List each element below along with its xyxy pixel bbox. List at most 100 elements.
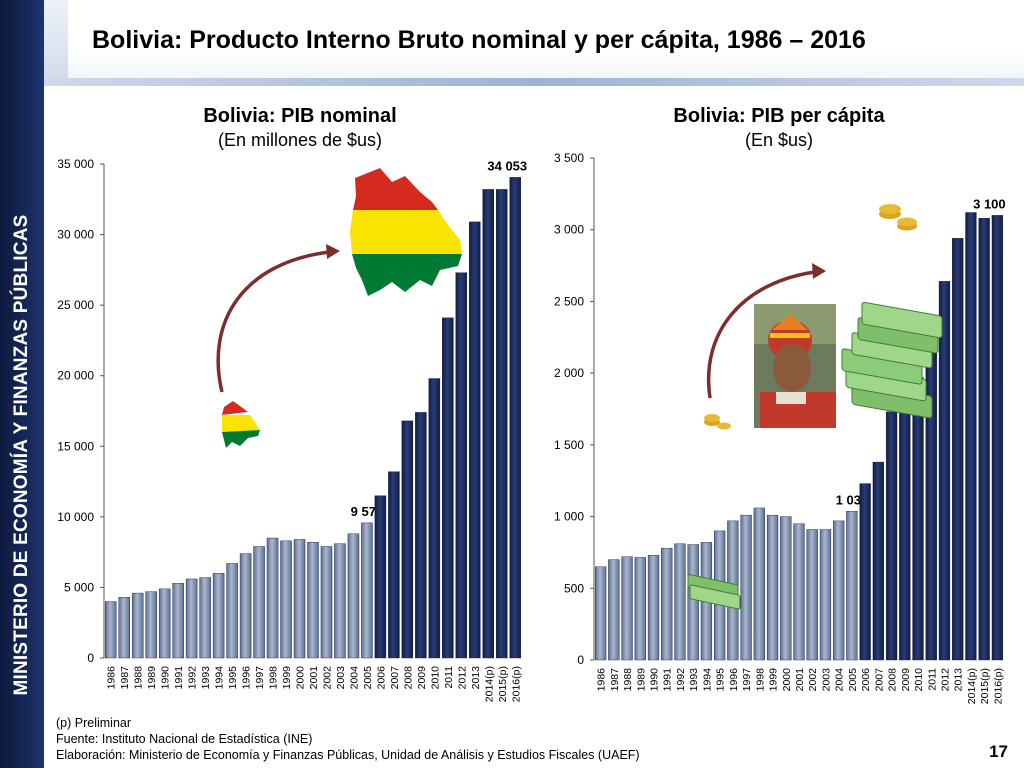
percapita-x-tick-label: 1988 [622, 668, 634, 692]
nominal-x-tick-label: 2014(p) [483, 666, 495, 702]
percapita-bar-2015(p) [978, 218, 990, 661]
right-chart-title: Bolivia: PIB per cápita [673, 105, 885, 127]
percapita-x-tick-label: 1999 [768, 668, 780, 692]
nominal-bar-2007 [388, 471, 400, 659]
nominal-bar-2010 [428, 378, 441, 659]
nominal-bar-1989 [145, 591, 157, 659]
header-decoration [44, 0, 68, 78]
nominal-x-tick-label: 2015(p) [497, 666, 509, 702]
percapita-x-tick-label: 1992 [675, 668, 687, 692]
percapita-x-tick-label: 1997 [741, 668, 753, 692]
nominal-bar-1999 [280, 540, 292, 659]
percapita-y-tick-label: 2 500 [554, 294, 584, 308]
percapita-x-tick-label: 2000 [781, 668, 793, 692]
percapita-x-tick-label: 2002 [807, 668, 819, 692]
percapita-x-tick-label: 2013 [953, 668, 965, 692]
percapita-x-tick-label: 1990 [649, 668, 661, 692]
header-band [44, 0, 1024, 86]
nominal-bar-2014(p) [482, 189, 495, 659]
nominal-x-tick-label: 2007 [389, 666, 401, 690]
percapita-x-tick-label: 2014(p) [966, 668, 978, 704]
money-stack-icon [841, 204, 943, 419]
percapita-x-tick-label: 1993 [688, 668, 700, 692]
nominal-x-tick-label: 2006 [375, 666, 387, 690]
percapita-y-tick-label: 0 [577, 653, 584, 667]
percapita-x-tick-label: 2005 [847, 668, 859, 692]
percapita-x-tick-label: 2004 [834, 668, 846, 692]
percapita-y-tick-label: 2 000 [554, 366, 584, 380]
nominal-bar-2005 [361, 522, 373, 659]
percapita-x-tick-label: 2010 [913, 668, 925, 692]
percapita-bar-2005 [846, 511, 858, 661]
page-title: Bolivia: Producto Interno Bruto nominal … [92, 26, 866, 54]
nominal-y-tick-label: 35 000 [57, 157, 94, 171]
percapita-x-tick-label: 2001 [794, 668, 806, 692]
nominal-bar-1995 [226, 563, 238, 659]
sidebar: MINISTERIO DE ECONOMÍA Y FINANZAS PÚBLIC… [0, 0, 44, 768]
person-photo-icon [754, 304, 836, 428]
percapita-data-label: 3 100 [973, 196, 1006, 211]
percapita-bar-1993 [687, 544, 699, 661]
nominal-x-tick-label: 1986 [106, 666, 118, 690]
percapita-bar-2008 [885, 411, 898, 661]
nominal-bar-2000 [293, 539, 306, 659]
page-number: 17 [989, 742, 1008, 761]
percapita-x-tick-label: 1987 [609, 668, 621, 692]
percapita-x-tick-label: 2015(p) [979, 668, 991, 704]
nominal-bar-2011 [442, 317, 454, 659]
percapita-bar-2007 [872, 461, 884, 661]
nominal-x-tick-label: 2001 [308, 666, 320, 690]
percapita-x-tick-label: 1989 [635, 668, 647, 692]
nominal-x-tick-label: 1994 [214, 666, 226, 690]
nominal-y-tick-label: 15 000 [57, 439, 94, 453]
percapita-bar-1992 [674, 543, 686, 661]
nominal-y-tick-label: 5 000 [64, 580, 94, 594]
nominal-x-tick-label: 1991 [173, 666, 185, 690]
percapita-bar-2013 [952, 238, 964, 661]
nominal-x-tick-label: 2012 [456, 666, 468, 690]
percapita-bar-2012 [938, 281, 951, 661]
percapita-x-tick-label: 2011 [926, 668, 938, 691]
right-chart-subtitle: (En $us) [744, 130, 814, 150]
nominal-bar-1994 [212, 573, 225, 659]
nominal-data-label: 34 053 [487, 158, 527, 173]
nominal-x-tick-label: 2009 [416, 666, 428, 690]
percapita-bar-1991 [661, 547, 673, 661]
nominal-y-tick-label: 25 000 [57, 298, 94, 312]
curved-arrow-icon [706, 263, 826, 399]
nominal-x-tick-label: 2010 [429, 666, 441, 690]
nominal-bar-1987 [118, 597, 130, 659]
percapita-bar-2002 [806, 529, 818, 661]
nominal-x-tick-label: 1988 [133, 666, 145, 690]
footnote-elaboration: Elaboración: Ministerio de Economía y Fi… [56, 748, 640, 762]
nominal-x-tick-label: 2016(p) [510, 666, 522, 702]
nominal-chart-group: 0 5 000 10 000 15 000 20 000 25 000 30 000 35 0… [57, 157, 527, 702]
nominal-bar-1997 [253, 546, 265, 659]
nominal-bar-1991 [172, 582, 184, 659]
nominal-bar-2002 [320, 546, 333, 659]
percapita-x-tick-label: 2006 [860, 668, 872, 692]
nominal-x-tick-label: 2008 [402, 666, 414, 690]
nominal-x-tick-label: 2003 [335, 666, 347, 690]
left-chart-title: Bolivia: PIB nominal [203, 105, 397, 127]
percapita-x-tick-label: 1995 [715, 668, 727, 692]
percapita-y-tick-label: 3 500 [554, 151, 584, 165]
nominal-x-tick-label: 2004 [348, 666, 360, 690]
percapita-bar-1999 [766, 514, 779, 661]
nominal-x-tick-label: 1996 [241, 666, 253, 690]
nominal-bar-1992 [185, 578, 198, 659]
nominal-bar-1996 [239, 553, 252, 659]
percapita-bar-2001 [793, 523, 805, 661]
nominal-bar-1986 [105, 601, 117, 659]
nominal-x-tick-label: 2005 [362, 666, 374, 690]
nominal-bar-2004 [347, 533, 360, 659]
percapita-bar-1987 [608, 559, 620, 661]
curved-arrow-icon [216, 244, 340, 393]
percapita-y-tick-label: 500 [564, 581, 584, 595]
percapita-x-tick-label: 1998 [754, 668, 766, 692]
nominal-x-tick-label: 2002 [321, 666, 333, 690]
percapita-bar-1988 [621, 556, 633, 661]
percapita-bar-1998 [753, 507, 765, 661]
